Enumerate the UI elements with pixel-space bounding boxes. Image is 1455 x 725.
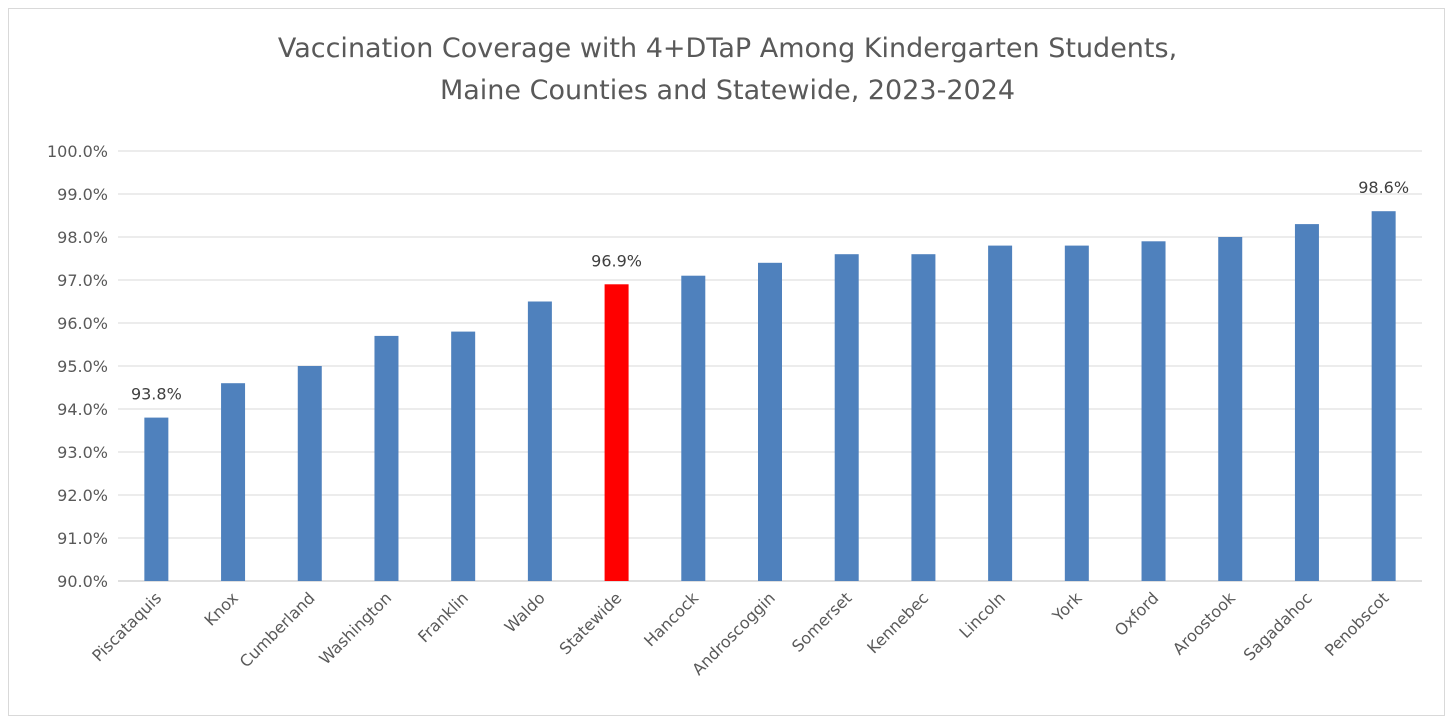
bar-penobscot [1371, 211, 1396, 581]
bar-york [1064, 245, 1089, 581]
bar-waldo [527, 301, 552, 581]
y-tick-label: 90.0% [57, 572, 108, 591]
bar-franklin [451, 331, 476, 581]
x-tick-label: Knox [201, 588, 242, 629]
y-axis-tick-labels: 90.0% 91.0% 92.0% 93.0% 94.0% 95.0% 96.0% 97.0%… [47, 142, 108, 591]
x-tick-label: York [1048, 588, 1086, 626]
bar-kennebec [911, 254, 936, 581]
x-tick-label: Statewide [555, 588, 625, 658]
y-tick-label: 100.0% [47, 142, 108, 161]
x-tick-label: Washington [315, 588, 395, 668]
x-tick-label: Hancock [640, 588, 702, 650]
bar-washington [374, 335, 399, 581]
data-label-piscataquis: 93.8% [131, 385, 182, 404]
x-tick-label: Piscataquis [88, 588, 165, 665]
y-tick-label: 92.0% [57, 486, 108, 505]
bar-cumberland [297, 366, 322, 581]
y-tick-label: 91.0% [57, 529, 108, 548]
x-tick-label: Cumberland [236, 588, 319, 671]
x-tick-label: Sagadahoc [1240, 588, 1316, 664]
bar-statewide [604, 284, 629, 581]
x-tick-label: Lincoln [955, 588, 1009, 642]
bar-sagadahoc [1294, 224, 1319, 581]
y-tick-label: 93.0% [57, 443, 108, 462]
y-tick-label: 97.0% [57, 271, 108, 290]
bar-lincoln [988, 245, 1013, 581]
x-tick-label: Waldo [501, 588, 549, 636]
data-labels: 93.8% 96.9% 98.6% [131, 178, 1409, 403]
y-tick-label: 95.0% [57, 357, 108, 376]
chart-title: Vaccination Coverage with 4+DTaP Among K… [0, 28, 1455, 112]
y-tick-label: 98.0% [57, 228, 108, 247]
bar-oxford [1141, 241, 1166, 582]
x-tick-label: Somerset [788, 588, 855, 655]
x-tick-label: Franklin [414, 588, 472, 646]
x-tick-label: Penobscot [1321, 588, 1393, 660]
bar-androscoggin [758, 262, 782, 581]
bars [144, 211, 1396, 582]
chart-frame [8, 8, 1445, 716]
bar-aroostook [1218, 237, 1243, 581]
bar-somerset [834, 254, 859, 581]
bar-knox [221, 383, 246, 581]
bar-piscataquis [144, 417, 169, 581]
y-tick-label: 96.0% [57, 314, 108, 333]
y-tick-label: 94.0% [57, 400, 108, 419]
x-tick-label: Aroostook [1169, 588, 1240, 659]
bar-hancock [681, 275, 706, 581]
x-tick-label: Kennebec [863, 588, 932, 657]
x-tick-label: Oxford [1111, 588, 1163, 640]
chart-title-line1: Vaccination Coverage with 4+DTaP Among K… [277, 33, 1178, 64]
y-tick-label: 99.0% [57, 185, 108, 204]
chart-title-line2: Maine Counties and Statewide, 2023-2024 [439, 75, 1016, 106]
data-label-penobscot: 98.6% [1358, 178, 1409, 197]
data-label-statewide: 96.9% [591, 251, 642, 270]
